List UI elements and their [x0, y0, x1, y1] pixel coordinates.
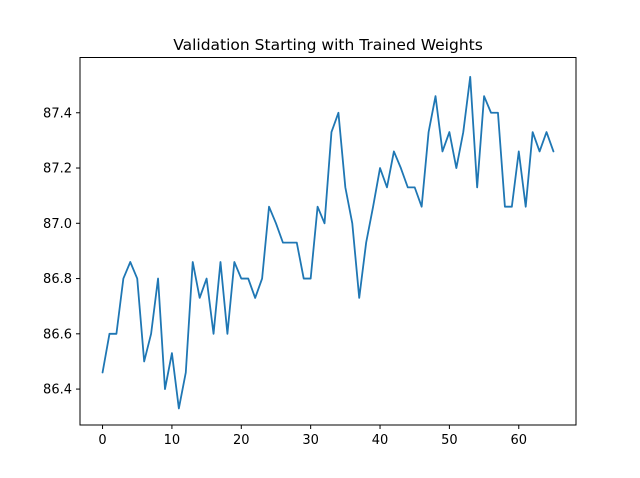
x-tick-label: 30 — [302, 433, 319, 448]
y-tick-label: 87.4 — [43, 106, 72, 121]
x-tick-label: 0 — [98, 433, 106, 448]
y-tick-label: 86.6 — [43, 327, 72, 342]
plot-area — [101, 75, 555, 410]
x-tick-label: 20 — [233, 433, 250, 448]
x-tick-label: 10 — [164, 433, 181, 448]
series-line-0 — [101, 75, 555, 410]
axes-frame — [79, 57, 577, 426]
y-tick-label: 87.2 — [43, 162, 72, 177]
x-tick-label: 60 — [510, 433, 527, 448]
x-tick-label: 40 — [372, 433, 389, 448]
chart-title: Validation Starting with Trained Weights — [173, 36, 483, 54]
y-tick-label: 87.0 — [43, 217, 72, 232]
y-tick-label: 86.8 — [43, 272, 72, 287]
y-tick-label: 86.4 — [43, 383, 72, 398]
x-tick-label: 50 — [441, 433, 458, 448]
axis-ticks: 0 10 20 30 40 50 60 86.4 86.6 86.8 87.0 87.2 87.4 — [43, 106, 527, 448]
